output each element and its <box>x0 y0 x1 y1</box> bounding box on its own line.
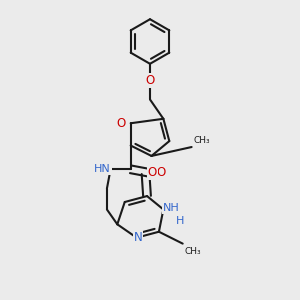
Text: N: N <box>134 231 142 244</box>
Text: O: O <box>116 117 126 130</box>
Text: NH: NH <box>163 203 180 213</box>
Text: CH₃: CH₃ <box>184 247 201 256</box>
Text: H: H <box>176 216 184 226</box>
Text: CH₃: CH₃ <box>193 136 210 145</box>
Text: O: O <box>148 166 157 179</box>
Text: O: O <box>156 166 166 179</box>
Text: HN: HN <box>94 164 111 174</box>
Text: O: O <box>146 74 154 87</box>
